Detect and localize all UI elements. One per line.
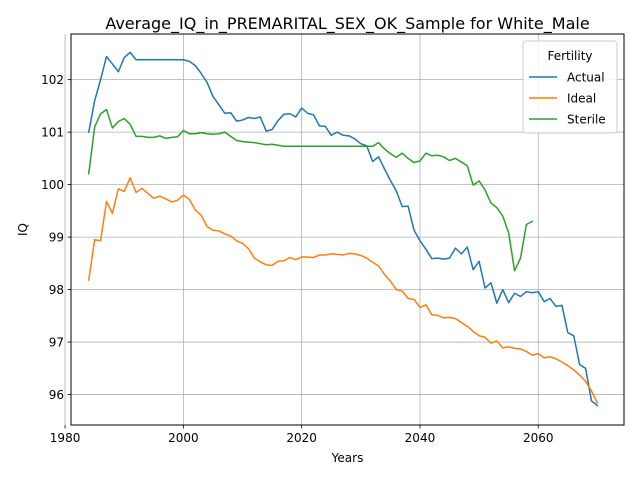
- x-axis-label: Years: [331, 451, 364, 465]
- legend-label-sterile: Sterile: [567, 113, 606, 127]
- y-tick-label-1: 97: [49, 336, 64, 350]
- y-tick-label-0: 96: [49, 388, 64, 402]
- series-lines: [87, 51, 599, 407]
- x-tick-label-1: 2000: [168, 431, 199, 445]
- y-tick-label-2: 98: [49, 283, 64, 297]
- y-tick-label-3: 99: [49, 231, 64, 245]
- y-axis-label: IQ: [16, 223, 30, 236]
- y-tick-label-4: 100: [41, 178, 64, 192]
- legend: Fertility Actual Ideal Sterile: [522, 40, 618, 134]
- series-line-actual: [87, 51, 599, 407]
- x-axis-ticks: 1980 2000 2020 2040 2060: [50, 425, 554, 445]
- legend-label-ideal: Ideal: [567, 92, 596, 106]
- y-tick-label-5: 101: [41, 126, 64, 140]
- x-tick-label-2: 2020: [286, 431, 317, 445]
- legend-box: [522, 40, 618, 134]
- x-tick-label-4: 2060: [523, 431, 554, 445]
- series-line-ideal: [87, 177, 599, 404]
- y-axis-ticks: 96 97 98 99 100 101 102: [41, 73, 71, 402]
- x-tick-label-0: 1980: [50, 431, 81, 445]
- legend-title: Fertility: [547, 49, 592, 63]
- x-tick-label-3: 2040: [405, 431, 436, 445]
- plot-frame: [70, 33, 625, 426]
- legend-label-actual: Actual: [567, 71, 605, 85]
- series-line-sterile: [87, 108, 534, 272]
- y-tick-label-6: 102: [41, 73, 64, 87]
- chart-title: Average_IQ_in_PREMARITAL_SEX_OK_Sample f…: [105, 14, 589, 34]
